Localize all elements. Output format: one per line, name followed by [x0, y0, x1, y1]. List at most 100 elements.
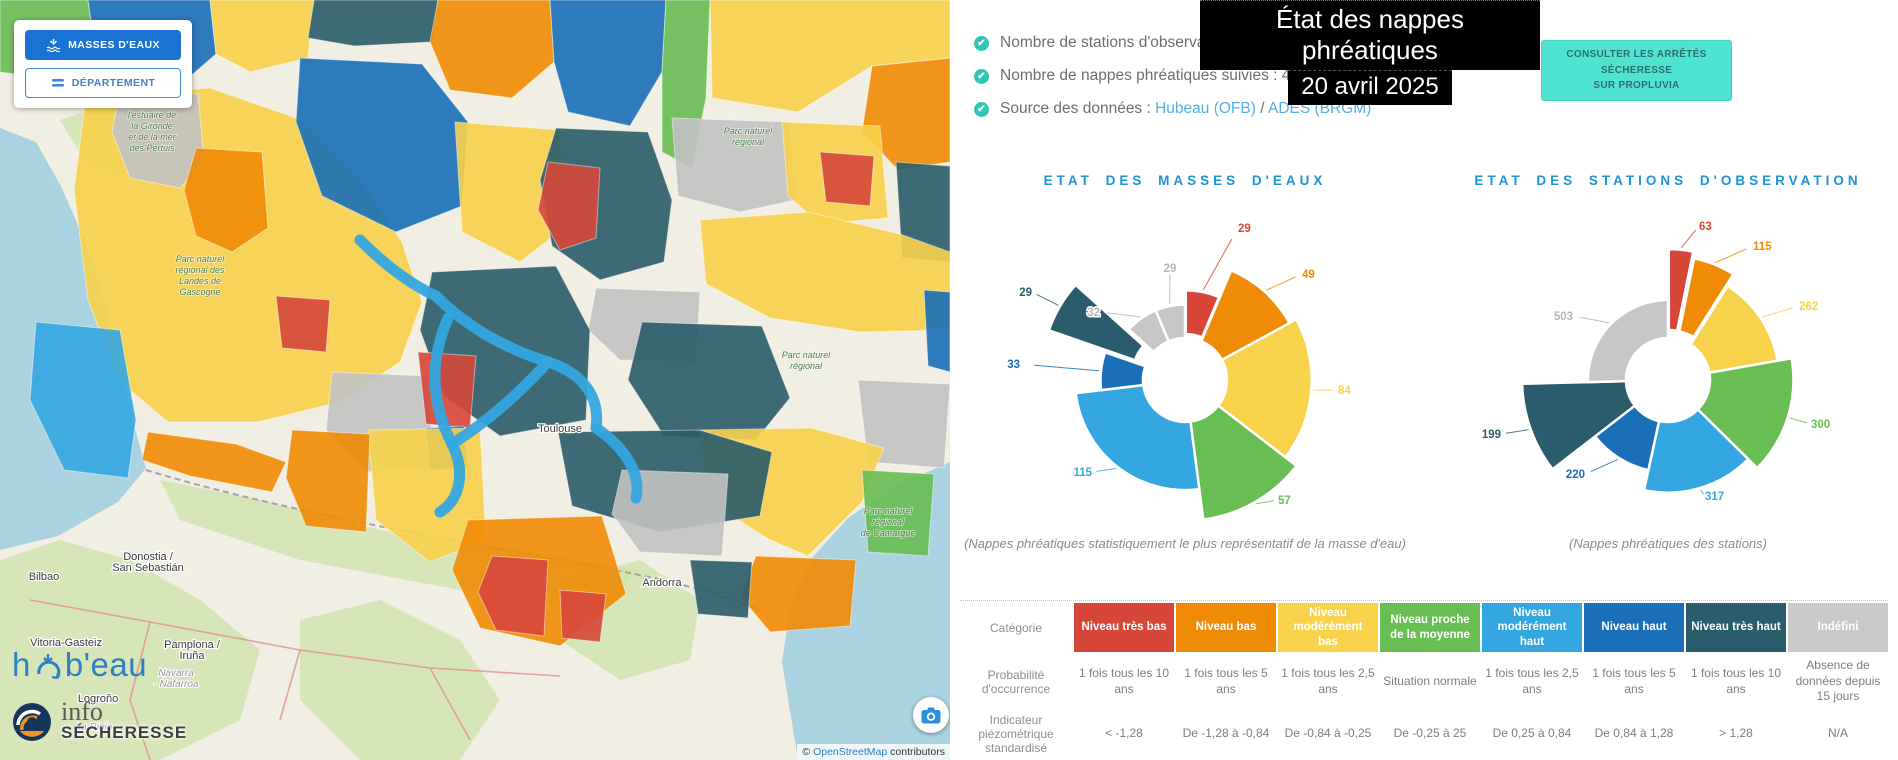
departement-button[interactable]: DÉPARTEMENT — [25, 68, 181, 98]
donut-label-leader — [1590, 459, 1618, 472]
map-city-label: La Rioja — [76, 722, 113, 733]
table-indicator-cell: > 1,28 — [1719, 726, 1753, 741]
donut-slice[interactable] — [1696, 356, 1795, 470]
attribution-suffix: contributors — [887, 746, 945, 758]
donut-chart-stations: 63 115 262 300 317 220 199 503 — [1480, 220, 1831, 505]
map-river-region[interactable] — [354, 234, 442, 302]
map-river-region[interactable] — [590, 422, 643, 504]
donut-slice[interactable] — [1189, 403, 1299, 522]
map-park-label: régional — [790, 361, 823, 371]
donut-slice[interactable] — [1677, 256, 1736, 339]
sources-prefix: Source des données : — [1000, 100, 1156, 117]
map-forest-area — [300, 600, 500, 760]
donut-slice-value: 33 — [1007, 359, 1020, 371]
layers-icon — [51, 78, 64, 87]
donut-label-leader — [1715, 248, 1747, 264]
map-region[interactable] — [209, 0, 315, 73]
map-region[interactable] — [477, 555, 549, 637]
map-city-label: Donostia / — [123, 551, 173, 563]
table-category-cell: Niveau haut — [1584, 603, 1684, 653]
map-region[interactable] — [29, 321, 137, 479]
donut-slice-value: 300 — [1811, 419, 1830, 431]
donut-slice[interactable] — [1642, 407, 1750, 494]
screenshot-camera-button[interactable] — [913, 697, 949, 733]
map-region[interactable] — [689, 559, 753, 619]
map-city-label: Vitoria-Gasteiz — [30, 637, 102, 649]
map-park-label: la Gironde — [131, 121, 173, 131]
map-region[interactable] — [857, 379, 950, 469]
table-row-label-probability: Probabilité d'occurrence — [981, 667, 1051, 696]
hubeau-logo: h b'eau — [12, 646, 147, 684]
departement-label: DÉPARTEMENT — [71, 77, 156, 89]
map-river-region[interactable] — [446, 356, 554, 450]
map-region[interactable] — [559, 589, 607, 643]
map-park-label: et de la mer — [128, 132, 177, 142]
donut-slice[interactable] — [1586, 298, 1670, 384]
map-region[interactable] — [699, 211, 950, 333]
table-indicator-cell: De 0,25 à 0,84 — [1492, 726, 1572, 741]
map-city-label: - Nafarroa — [153, 679, 198, 690]
map-region[interactable] — [537, 161, 601, 251]
map-park-label: Parc naturel — [176, 254, 226, 264]
donut-slice[interactable] — [1667, 247, 1695, 333]
map-region[interactable] — [923, 289, 950, 373]
table-category-cell: Niveau très bas — [1074, 603, 1174, 653]
table-probability-cell: Situation normale — [1383, 673, 1477, 688]
water-level-icon — [46, 38, 61, 52]
map-region[interactable] — [295, 57, 469, 233]
map-region[interactable] — [417, 351, 477, 429]
table-indicator-cell: N/A — [1827, 726, 1848, 741]
masses-deaux-label: MASSES D'EAUX — [68, 39, 160, 51]
donut-label-leader — [1579, 316, 1610, 324]
hubeau-link[interactable]: Hubeau (OFB) — [1155, 100, 1256, 117]
chart-masses-deaux: ETAT DES MASSES D'EAUX 29 49 84 57 115 33 29 32… — [950, 173, 1420, 547]
map-region[interactable] — [671, 117, 797, 213]
table-category-cell: Niveau proche de la moyenne — [1380, 603, 1480, 653]
map-region[interactable] — [307, 0, 439, 47]
map-region[interactable] — [861, 469, 935, 557]
info-logo-line1: info — [61, 696, 103, 726]
donut-slice[interactable] — [1154, 303, 1187, 343]
hubeau-logo-text2: b'eau — [64, 646, 148, 683]
table-category-cell: Niveau bas — [1176, 603, 1276, 653]
map-region[interactable] — [429, 0, 555, 99]
map-city-label: Iruña — [179, 650, 205, 662]
map-panel: Toulouse Donostia / San Sebastián Bilbao Vit… — [0, 0, 950, 760]
map-region[interactable] — [895, 161, 950, 263]
masses-deaux-button[interactable]: MASSES D'EAUX — [25, 30, 181, 60]
propluvia-button[interactable]: CONSULTER LES ARRÊTÉS SÉCHERESSE SUR PRO… — [1541, 40, 1732, 101]
donut-label-leader — [1256, 500, 1275, 505]
map-region[interactable] — [111, 89, 205, 189]
map-layer-control: MASSES D'EAUX DÉPARTEMENT — [14, 20, 192, 108]
table-indicator-cell: De 0,84 à 1,28 — [1594, 726, 1674, 741]
map-region[interactable] — [819, 151, 875, 207]
map-region[interactable] — [183, 147, 269, 253]
table-category-cell: Niveau modérément haut — [1482, 603, 1582, 653]
table-row-label-indicator: Indicateur piézométrique standardisé — [978, 712, 1054, 755]
map-region[interactable] — [141, 431, 287, 493]
map-park-label: régional — [732, 137, 765, 147]
map-region[interactable] — [454, 121, 567, 263]
donut-slice[interactable] — [1099, 350, 1147, 392]
donut-slice-value: 29 — [1164, 263, 1177, 275]
donut-label-leader — [1107, 312, 1141, 318]
map-road — [429, 667, 471, 741]
donut-slice-value: 57 — [1278, 495, 1291, 507]
dashboard-panel: État des nappes phréatiques 20 avril 202… — [950, 0, 1898, 760]
donut-slice-value: 29 — [1238, 223, 1251, 235]
donut-label-leader — [1202, 238, 1233, 291]
donut-slice[interactable] — [1047, 283, 1146, 362]
map-region[interactable] — [549, 0, 667, 127]
donut-slice[interactable] — [1074, 383, 1201, 492]
map-region[interactable] — [285, 429, 371, 533]
map-attribution: © OpenStreetMap contributors — [797, 744, 950, 760]
table-probability-cell: 1 fois tous les 2,5 ans — [1281, 665, 1375, 696]
map-region[interactable] — [275, 295, 331, 353]
info-logo-line2: SÉCHERESSE — [61, 723, 188, 743]
table-indicator-cell: De -1,28 à -0,84 — [1182, 726, 1270, 741]
openstreetmap-link[interactable]: OpenStreetMap — [813, 746, 888, 758]
chart-stations: ETAT DES STATIONS D'OBSERVATION 63 115 262… — [1433, 173, 1898, 547]
donut-slice[interactable] — [1520, 379, 1637, 471]
donut-slice-value: 115 — [1753, 241, 1772, 253]
